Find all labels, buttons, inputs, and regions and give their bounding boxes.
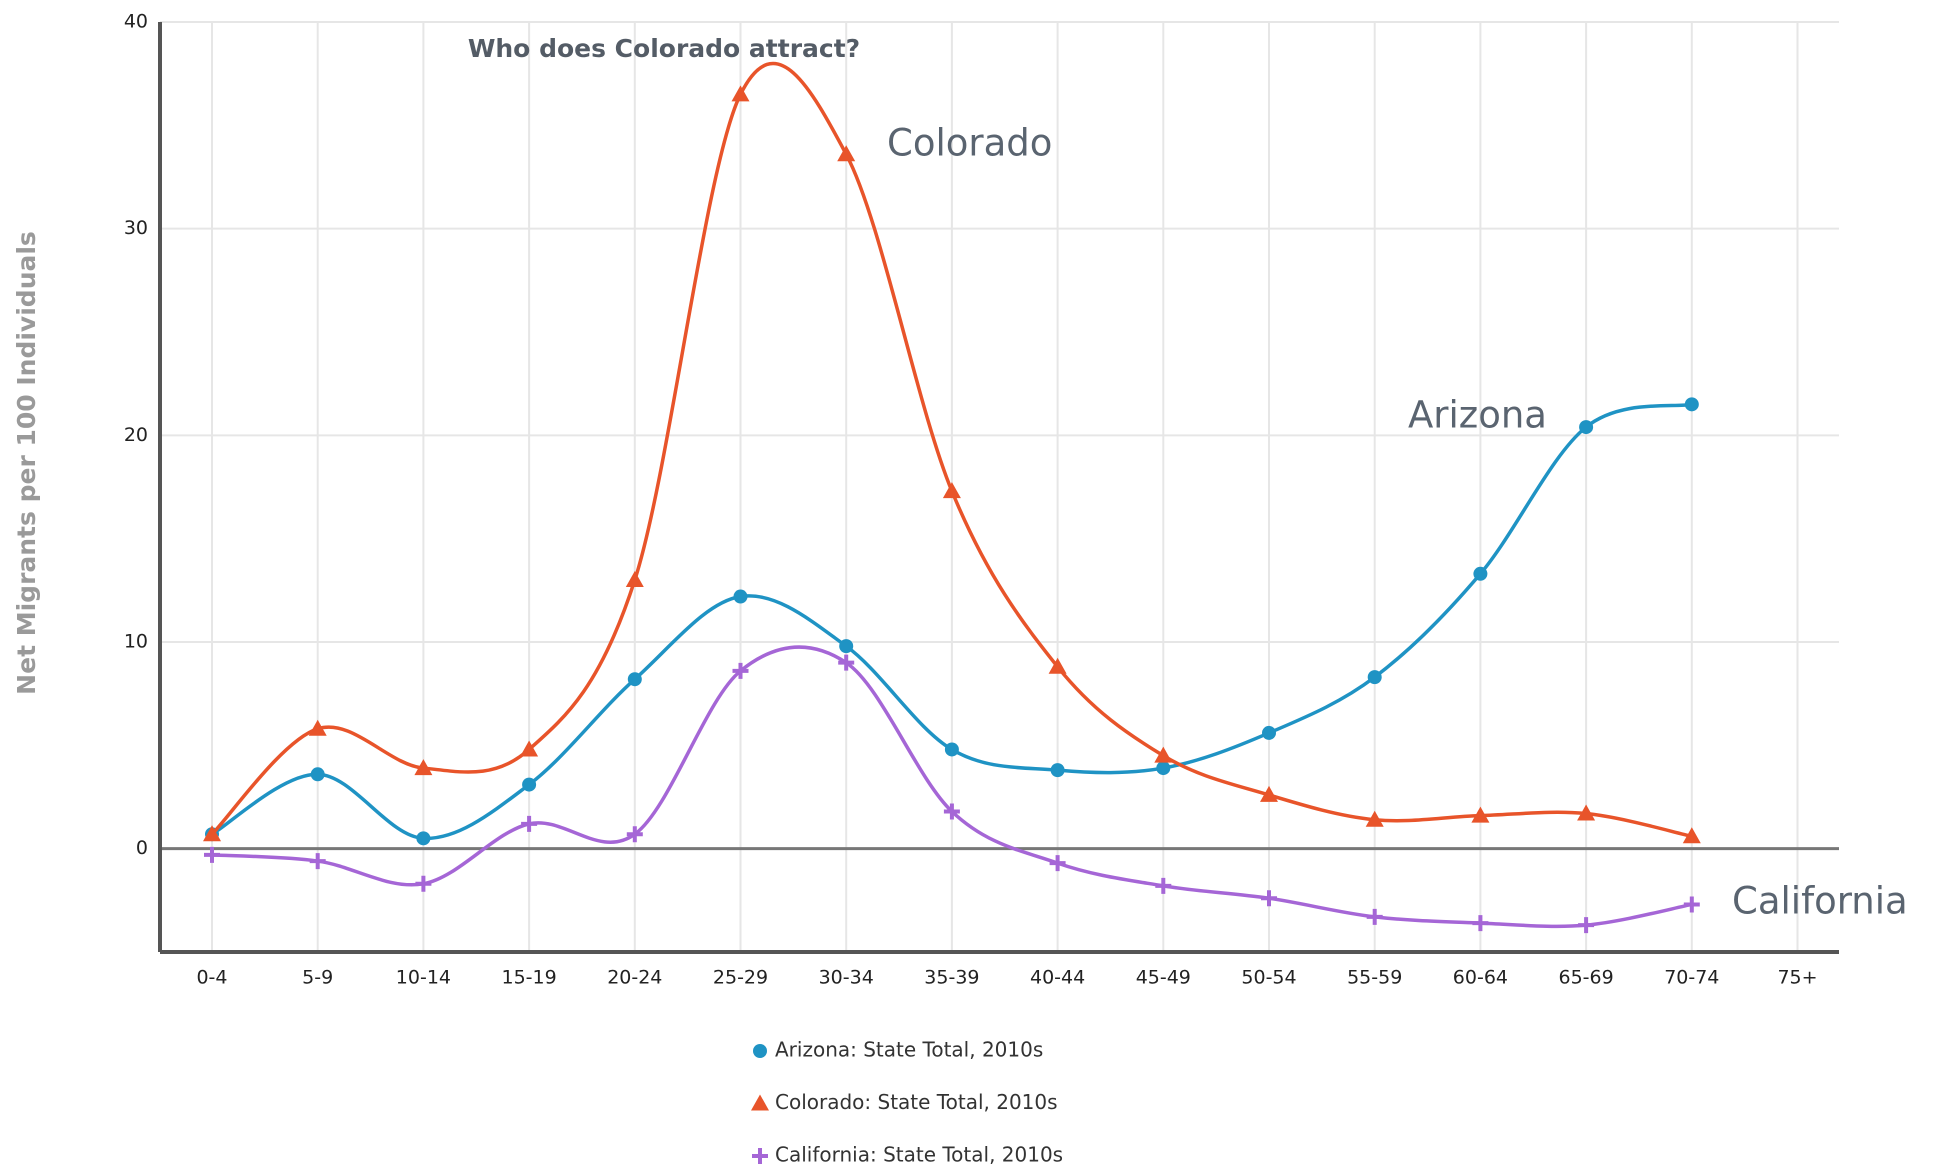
marker [1365,810,1384,827]
marker [308,719,327,736]
marker [1048,657,1067,674]
marker [839,639,854,654]
plot-area: 0-4 5-9 10-14 15-19 20-24 25-29 30-34 35-39 40-4… [124,11,1839,989]
marker [1578,917,1595,934]
marker [837,145,856,162]
marker [753,1044,767,1058]
marker [943,803,960,820]
legend-item: Colorado: State Total, 2010s [751,1090,1058,1114]
x-tick-label: 65-69 [1558,967,1613,989]
x-tick-label: 30-34 [819,967,874,989]
marker [1367,670,1382,685]
y-tick-label: 30 [124,217,148,239]
marker [310,767,325,782]
x-tick-label: 25-29 [713,967,768,989]
x-tick-label: 40-44 [1030,967,1085,989]
x-tick-label: 15-19 [501,967,556,989]
annotation: Colorado [887,122,1052,165]
marker [731,85,750,102]
marker [1684,397,1699,412]
legend-item: California: State Total, 2010s [752,1143,1063,1167]
marker [309,853,326,870]
marker [838,654,855,671]
marker [204,846,220,863]
marker [1472,915,1489,932]
x-tick-label: 35-39 [924,967,979,989]
y-tick-label: 20 [124,424,148,446]
marker [1683,896,1700,913]
marker [1262,725,1276,740]
marker [625,571,644,587]
chart-title: Who does Colorado attract? [468,34,860,63]
marker [751,1094,769,1111]
marker [521,815,538,832]
legend-label: Arizona: State Total, 2010s [775,1038,1043,1062]
legend-label: California: State Total, 2010s [775,1143,1063,1167]
annotation: Arizona [1408,394,1547,437]
marker [732,662,749,679]
y-tick-label: 10 [124,631,148,653]
series-line [210,61,1693,838]
marker [627,672,642,687]
marker [1261,890,1277,907]
marker [1366,908,1383,925]
y-axis-label: Net Migrants per 100 Individuals [12,231,41,695]
series-line [211,645,1693,929]
x-tick-label: 70-74 [1664,967,1719,989]
legend-label: Colorado: State Total, 2010s [775,1090,1058,1114]
marker [1579,420,1594,435]
marker [1473,566,1488,581]
y-tick-label: 0 [136,837,148,859]
x-tick-label: 60-64 [1453,967,1508,989]
marker [1260,785,1278,802]
x-tick-label: 0-4 [196,967,227,989]
marker [1682,827,1701,844]
marker [626,826,643,843]
marker [1471,806,1490,823]
y-tick-label: 40 [124,11,148,33]
x-tick-label: 55-59 [1347,967,1402,989]
marker [1577,804,1596,821]
marker [1154,746,1173,763]
marker [752,1148,768,1164]
x-tick-label: 45-49 [1136,967,1191,989]
x-tick-label: 10-14 [396,967,451,989]
marker [415,875,432,892]
x-tick-label: 75+ [1777,967,1817,989]
marker [1156,761,1171,776]
legend-item: Arizona: State Total, 2010s [753,1038,1043,1062]
x-tick-label: 50-54 [1241,967,1296,989]
x-tick-label: 20-24 [607,967,662,989]
marker [416,831,431,846]
marker [1155,877,1172,894]
series-line [211,402,1693,841]
marker [942,482,961,499]
marker [414,759,433,776]
marker [203,825,221,842]
annotation: California [1732,880,1908,923]
marker [944,742,959,757]
marker [1049,855,1066,872]
marker [733,589,748,604]
x-tick-label: 5-9 [302,967,333,989]
marker [520,740,539,757]
marker [522,777,537,792]
marker [1050,763,1065,778]
